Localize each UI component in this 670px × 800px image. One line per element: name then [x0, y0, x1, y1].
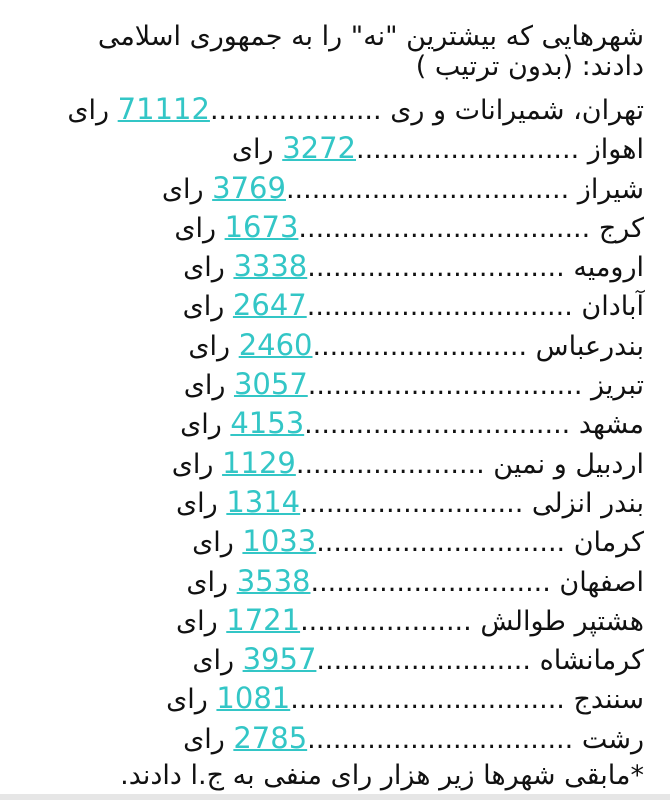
- vote-count-link[interactable]: 1081: [216, 681, 291, 716]
- leader-dots: .........................: [316, 645, 531, 677]
- list-item: کرمانشاه .........................3957 ر…: [44, 640, 644, 679]
- leader-dots: ......................: [295, 448, 485, 480]
- unit-label: رای: [180, 409, 222, 441]
- vote-count-link[interactable]: 2647: [232, 288, 307, 323]
- leader-dots: ...............................: [304, 409, 571, 441]
- leader-dots: ...............................: [307, 723, 574, 755]
- city-name: شیراز: [577, 173, 644, 205]
- footnote: *مابقی شهرها زیر هزار رای منفی به ج.ا دا…: [120, 760, 644, 792]
- leader-dots: ................................: [290, 684, 565, 716]
- city-name: کرمان: [573, 527, 644, 559]
- vote-count-link[interactable]: 1673: [224, 209, 299, 244]
- list-item: رشت ...............................2785 …: [44, 719, 644, 758]
- city-name: کرمانشاه: [539, 645, 644, 677]
- unit-label: رای: [183, 252, 225, 284]
- unit-label: رای: [183, 370, 226, 402]
- vote-count-link[interactable]: 1129: [222, 445, 296, 480]
- vote-count-link[interactable]: 2460: [238, 327, 313, 362]
- list-item: اهواز ..........................3272 رای: [44, 129, 644, 168]
- city-name: تهران، شمیرانات و ری: [390, 95, 644, 126]
- vote-count-link[interactable]: 2785: [233, 720, 308, 755]
- leader-dots: ..................................: [298, 212, 591, 244]
- city-name: آبادان: [581, 291, 644, 323]
- list-item: اردبیل و نمین ......................1129…: [44, 444, 644, 483]
- vote-count-link[interactable]: 3769: [212, 170, 286, 205]
- leader-dots: ................................: [307, 370, 583, 402]
- city-name: ارومیه: [573, 252, 644, 284]
- unit-label: رای: [192, 645, 234, 677]
- city-name: اردبیل و نمین: [493, 448, 644, 480]
- city-name: رشت: [581, 723, 644, 755]
- city-name: تبریز: [591, 370, 644, 402]
- vote-count-link[interactable]: 3272: [282, 131, 357, 166]
- unit-label: رای: [231, 134, 274, 166]
- document-title: شهرهایی که بیشترین "نه" را به جمهوری اسل…: [97, 21, 644, 82]
- list-item: سنندج ................................10…: [44, 679, 644, 718]
- unit-label: رای: [188, 330, 231, 362]
- city-name: اصفهان: [559, 566, 644, 598]
- unit-label: رای: [174, 212, 216, 244]
- vote-count-link[interactable]: 4153: [230, 406, 305, 441]
- list-item: تبریز ................................30…: [44, 365, 644, 404]
- vote-count-link[interactable]: 3338: [233, 249, 308, 284]
- list-item: بندرعباس .........................2460 ر…: [44, 326, 644, 365]
- vote-count-link[interactable]: 1314: [226, 484, 301, 519]
- city-name: هشتپر طوالش: [480, 605, 644, 637]
- vote-count-link[interactable]: 3957: [242, 642, 317, 677]
- list-item: مشهد ...............................4153…: [44, 404, 644, 443]
- list-item: آبادان ...............................26…: [44, 286, 644, 325]
- list-item: هشتپر طوالش ....................1721 رای: [44, 601, 644, 640]
- vote-count-link[interactable]: 1033: [242, 524, 317, 559]
- document: شهرهایی که بیشترین "نه" را به جمهوری اسل…: [44, 22, 644, 794]
- unit-label: رای: [176, 487, 218, 519]
- leader-dots: ..............................: [307, 252, 565, 284]
- city-name: بندرعباس: [535, 330, 644, 362]
- vote-count-link[interactable]: 3538: [236, 563, 311, 598]
- leader-dots: ....................: [209, 95, 382, 126]
- city-name: سنندج: [573, 684, 644, 716]
- unit-label: رای: [192, 527, 234, 559]
- unit-label: رای: [186, 566, 229, 598]
- vote-count-link[interactable]: 3057: [233, 367, 308, 402]
- city-name: بندر انزلی: [531, 487, 644, 519]
- city-list: تهران، شمیرانات و ری ...................…: [44, 90, 644, 758]
- vote-count-link[interactable]: 71112: [117, 92, 210, 126]
- leader-dots: .................................: [285, 173, 570, 205]
- leader-dots: ............................: [310, 566, 551, 598]
- unit-label: رای: [161, 173, 204, 205]
- list-item: کرمان .............................1033 …: [44, 522, 644, 561]
- list-item: کرج ..................................16…: [44, 208, 644, 247]
- unit-label: رای: [166, 684, 208, 716]
- city-name: اهواز: [587, 134, 644, 166]
- unit-label: رای: [175, 605, 218, 637]
- list-item: شیراز .................................3…: [44, 169, 644, 208]
- list-item: اصفهان ............................3538 …: [44, 562, 644, 601]
- city-name: کرج: [598, 212, 644, 244]
- unit-label: رای: [67, 95, 110, 126]
- vote-count-link[interactable]: 1721: [226, 602, 301, 637]
- leader-dots: ...............................: [306, 291, 573, 323]
- list-item: بندر انزلی ..........................131…: [44, 483, 644, 522]
- unit-label: رای: [183, 723, 225, 755]
- bottom-bar: [0, 794, 670, 800]
- unit-label: رای: [171, 448, 214, 480]
- leader-dots: ..........................: [300, 487, 524, 519]
- unit-label: رای: [182, 291, 225, 323]
- leader-dots: .........................: [312, 330, 528, 362]
- leader-dots: ....................: [300, 605, 472, 637]
- list-item: ارومیه ..............................333…: [44, 247, 644, 286]
- list-item: تهران، شمیرانات و ری ...................…: [44, 90, 644, 129]
- leader-dots: .............................: [316, 527, 566, 559]
- city-name: مشهد: [578, 409, 644, 441]
- leader-dots: ..........................: [356, 134, 580, 166]
